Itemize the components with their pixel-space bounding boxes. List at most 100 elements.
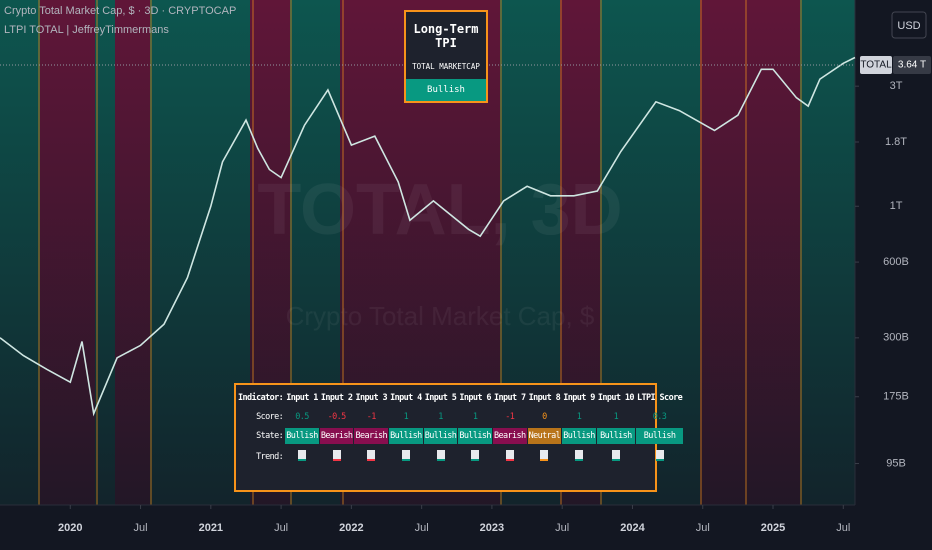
trend-cell (597, 447, 635, 467)
state-cell: Neutral (527, 428, 562, 444)
tag-value-box (893, 56, 931, 75)
y-tick-label: 600B (883, 256, 909, 268)
trend-cell (458, 447, 492, 467)
trend-icon (655, 450, 664, 461)
trend-icon (332, 450, 341, 461)
trend-cell (493, 447, 527, 467)
regime-edge (560, 0, 562, 505)
tpi-state: Bullish (406, 79, 486, 101)
currency: USD (897, 20, 920, 32)
score-table: Indicator: Input 1 Input 2 Input 3 Input 4 In… (234, 383, 684, 492)
score-cell: 1 (472, 412, 478, 422)
watermark-description: Crypto Total Market Cap, $ (286, 301, 595, 331)
trend-icon (611, 450, 620, 461)
trend-icon (401, 450, 410, 461)
header-cell: Input 8 (528, 393, 561, 403)
score-cell: 0.3 (652, 412, 667, 422)
price-axis (855, 0, 932, 550)
regime-edge (600, 0, 602, 505)
trend-cell (354, 447, 388, 467)
score-cell: 1 (613, 412, 619, 422)
table-row: State: Bullish Bearish Bearish Bullish Bullis… (237, 428, 684, 444)
regime-edge (96, 0, 98, 505)
state-cell: Bearish (319, 428, 354, 444)
indicator-header: LTPI TOTAL | JeffreyTimmermans (4, 24, 169, 36)
table-row: Indicator: Input 1 Input 2 Input 3 Input 4 In… (237, 390, 683, 406)
trend-cell (636, 447, 683, 467)
score-cell: 1 (438, 412, 443, 422)
score-cell: 0.5 (295, 412, 309, 422)
header-cell: Input 3 (355, 393, 388, 403)
header-cell: LTPI Score (636, 393, 683, 403)
regime-edge (500, 0, 502, 505)
tpi-title: Long-Term TPI (413, 22, 479, 50)
x-tick-label: 2022 (339, 522, 363, 534)
state-cell: Bullish (562, 428, 596, 444)
header-cell: Input 2 (320, 393, 353, 403)
table-row: Score: 0.5 -0.5 -1 1 1 1 -1 0 1 1 0.3 (237, 409, 683, 425)
regime-edge (150, 0, 152, 505)
header-cell: Input 5 (424, 393, 457, 403)
state-cell: Bearish (354, 428, 389, 444)
state-cell: Bullish (635, 428, 684, 444)
trend-icon (505, 450, 514, 461)
tpi-subtitle: TOTAL MARKETCAP (412, 62, 480, 71)
x-tick-label: Jul (836, 522, 850, 534)
tpi-box: Long-Term TPI TOTAL MARKETCAP Bullish (404, 10, 488, 103)
header-cell: Input 10 (597, 393, 635, 403)
x-tick-label: Jul (555, 522, 569, 534)
tag-value: 3.64 T (898, 60, 926, 71)
header-cell: Input 1 (286, 393, 318, 403)
trend-cell (285, 447, 319, 467)
regime-band (150, 0, 250, 505)
regime-edge (252, 0, 254, 505)
state-cell: Bearish (492, 428, 527, 444)
trend-icon (471, 450, 480, 461)
regime-band (0, 0, 40, 505)
regime-edge (800, 0, 802, 505)
x-tick-label: Jul (274, 522, 288, 534)
trend-cell (528, 447, 562, 467)
score-cell: -1 (366, 412, 377, 422)
header-cell: Indicator: (238, 393, 284, 403)
x-tick-label: 2023 (480, 522, 504, 534)
row-label: Trend: (256, 452, 284, 462)
state-cell: Bullish (423, 428, 458, 444)
score-cell: 1 (403, 412, 409, 422)
trend-cell (562, 447, 596, 467)
state-cell: Bullish (458, 428, 492, 444)
regime-band (115, 0, 150, 505)
watermark-symbol: TOTAL, 3D (257, 170, 622, 250)
score-cell: 0 (542, 412, 547, 422)
x-tick-label: Jul (134, 522, 148, 534)
table: Indicator: Input 1 Input 2 Input 3 Input 4 In… (236, 387, 684, 470)
trend-icon (436, 450, 445, 461)
score-cell: -1 (505, 412, 515, 422)
trend-icon (575, 450, 583, 461)
table-row: Trend: (237, 447, 683, 467)
score-cell: -0.5 (327, 412, 347, 422)
price-line (0, 56, 856, 417)
header-cell: Input 6 (459, 393, 491, 403)
trend-icon (540, 450, 549, 461)
currency-box (891, 11, 927, 39)
y-tick-label: 1.8T (885, 136, 907, 148)
y-tick-label: 175B (883, 391, 909, 403)
tag-name-box (860, 56, 892, 75)
trend-icon (298, 450, 306, 461)
regime-edge (290, 0, 292, 505)
x-tick-label: Jul (696, 522, 710, 534)
row-label: Score: (256, 412, 284, 422)
trend-cell (320, 447, 354, 467)
y-tick-label: 95B (886, 457, 906, 469)
symbol-header: Crypto Total Market Cap, $ · 3D · CRYPTO… (4, 5, 237, 17)
row-label: State: (256, 431, 284, 441)
y-tick-label: 3T (890, 80, 903, 92)
y-tick-label: 1T (890, 200, 903, 212)
x-tick-label: 2020 (58, 522, 82, 534)
regime-edge (700, 0, 702, 505)
tag-name: TOTAL (860, 60, 892, 71)
header-cell: Input 9 (563, 393, 595, 403)
state-cell: Bullish (596, 428, 635, 444)
